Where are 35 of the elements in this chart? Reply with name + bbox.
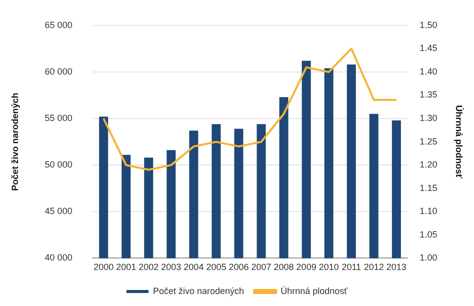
y2-tick-label: 1.25 [420,136,438,146]
y-tick-label: 55 000 [44,113,72,124]
x-tick-label: 2013 [386,262,406,272]
y-tick-label: 65 000 [44,20,72,30]
y-tick-label: 40 000 [44,252,72,263]
x-tick-label: 2004 [184,262,204,272]
y2-tick-label: 1.35 [420,90,438,100]
x-tick-label: 2010 [318,262,339,272]
y2-tick-label: 1.40 [420,66,438,76]
legend-label: Úhrnná plodnosť [280,286,348,296]
legend-label: Počet živo narodených [153,286,244,296]
y-axis-title: Počet živo narodených [10,92,20,191]
y2-tick-label: 1.30 [420,113,438,124]
y-tick-label: 45 000 [44,206,72,216]
y2-tick-label: 1.05 [420,229,438,240]
x-tick-label: 2011 [342,262,362,272]
x-tick-label: 2008 [274,262,294,272]
y-tick-label: 60 000 [44,66,72,76]
x-tick-label: 2005 [206,262,226,272]
y2-tick-label: 1.00 [420,252,438,263]
x-tick-label: 2003 [161,262,182,272]
y2-tick-label: 1.45 [420,43,438,54]
y2-tick-label: 1.15 [420,182,438,193]
x-tick-label: 2007 [251,262,272,272]
y-tick-label: 50 000 [44,160,72,170]
y2-axis-title: Úhrnná plodnosť [454,105,464,180]
x-tick-label: 2009 [296,262,316,272]
x-tick-label: 2012 [364,262,384,272]
x-tick-label: 2000 [94,262,114,272]
x-tick-label: 2002 [138,262,159,272]
y2-tick-label: 1.50 [420,20,438,30]
x-tick-label: 2006 [228,262,249,272]
x-tick-label: 2001 [116,262,136,272]
y2-tick-label: 1.20 [420,160,438,170]
y2-tick-label: 1.10 [420,206,438,216]
